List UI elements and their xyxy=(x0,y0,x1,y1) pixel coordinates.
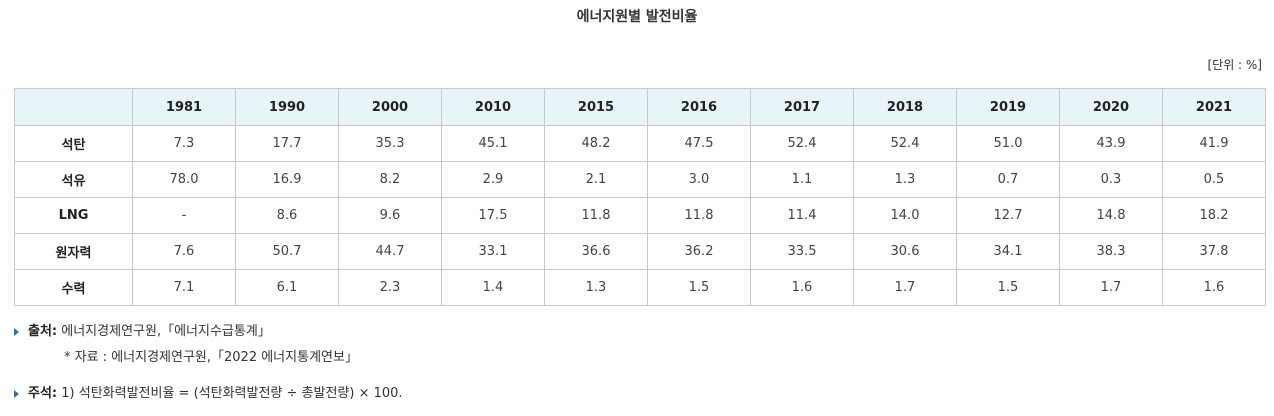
table-cell: 78.0 xyxy=(132,161,236,198)
table-cell: 34.1 xyxy=(956,233,1060,270)
table-cell: 45.1 xyxy=(441,125,545,162)
table-cell: 1.7 xyxy=(853,269,957,306)
table-cell: 1.1 xyxy=(750,161,854,198)
table-cell: 12.7 xyxy=(956,197,1060,234)
header-year-cell: 1990 xyxy=(235,88,339,126)
table-cell: 7.6 xyxy=(132,233,236,270)
table-cell: 36.2 xyxy=(647,233,751,270)
row-label-cell: 석유 xyxy=(14,161,133,198)
table-cell: 3.0 xyxy=(647,161,751,198)
table-header: 1981 1990 2000 2010 2015 2016 2017 2018 2019 2020… xyxy=(14,88,1266,126)
table-cell: 16.9 xyxy=(235,161,339,198)
table-cell: 7.1 xyxy=(132,269,236,306)
table-cell: 11.8 xyxy=(544,197,648,234)
table-cell: 6.1 xyxy=(235,269,339,306)
table-cell: 2.1 xyxy=(544,161,648,198)
table-cell: - xyxy=(132,197,236,234)
table-cell: 18.2 xyxy=(1162,197,1266,234)
table-cell: 35.3 xyxy=(338,125,442,162)
table-cell: 52.4 xyxy=(750,125,854,162)
table-cell: 33.1 xyxy=(441,233,545,270)
header-year-cell: 2015 xyxy=(544,88,648,126)
source-label: 출처: xyxy=(28,324,58,339)
table-cell: 52.4 xyxy=(853,125,957,162)
table-cell: 50.7 xyxy=(235,233,339,270)
row-label-cell: 수력 xyxy=(14,269,133,306)
header-year-cell: 2000 xyxy=(338,88,442,126)
table-cell: 11.8 xyxy=(647,197,751,234)
header-year-cell: 2010 xyxy=(441,88,545,126)
table-cell: 41.9 xyxy=(1162,125,1266,162)
remark-label: 주석: xyxy=(28,386,58,401)
notes-section: 출처: 에너지경제연구원,「에너지수급통계」 * 자료 : 에너지경제연구원,「… xyxy=(14,322,1254,404)
table-cell: 0.7 xyxy=(956,161,1060,198)
header-year-cell: 2016 xyxy=(647,88,751,126)
header-year-cell: 1981 xyxy=(132,88,236,126)
table-cell: 0.5 xyxy=(1162,161,1266,198)
unit-label: [단위 : %] xyxy=(1207,58,1262,72)
source-text: 에너지경제연구원,「에너지수급통계」 xyxy=(61,324,271,339)
table-cell: 14.8 xyxy=(1059,197,1163,234)
table-cell: 44.7 xyxy=(338,233,442,270)
remark-text: 1) 석탄화력발전비율 = (석탄화력발전량 ÷ 총발전량) × 100. xyxy=(61,386,403,401)
table-row: 석탄 7.3 17.7 35.3 45.1 48.2 47.5 52.4 52.4 51.0 43.… xyxy=(14,125,1266,162)
table-cell: 43.9 xyxy=(1059,125,1163,162)
table-cell: 0.3 xyxy=(1059,161,1163,198)
table-cell: 36.6 xyxy=(544,233,648,270)
table-body: 석탄 7.3 17.7 35.3 45.1 48.2 47.5 52.4 52.4 51.0 43.… xyxy=(14,125,1266,306)
header-year-cell: 2018 xyxy=(853,88,957,126)
table-cell: 2.9 xyxy=(441,161,545,198)
header-row: 1981 1990 2000 2010 2015 2016 2017 2018 2019 2020… xyxy=(14,88,1266,126)
header-year-cell: 2019 xyxy=(956,88,1060,126)
table-cell: 2.3 xyxy=(338,269,442,306)
table-cell: 1.5 xyxy=(647,269,751,306)
table-cell: 30.6 xyxy=(853,233,957,270)
row-label-cell: 원자력 xyxy=(14,233,133,270)
bullet-icon xyxy=(14,328,19,336)
table-cell: 48.2 xyxy=(544,125,648,162)
table-cell: 11.4 xyxy=(750,197,854,234)
table-row: LNG -8.6 9.6 17.5 11.8 11.8 11.4 14.0 12.7 14.8 18… xyxy=(14,197,1266,234)
table-cell: 8.2 xyxy=(338,161,442,198)
table-row: 석유 78.0 16.9 8.2 2.9 2.1 3.0 1.1 1.3 0.7 0.3 0.5 xyxy=(14,161,1266,198)
table-cell: 51.0 xyxy=(956,125,1060,162)
source-sub-note: * 자료 : 에너지경제연구원,「2022 에너지통계연보」 xyxy=(64,350,358,365)
table-row: 원자력 7.6 50.7 44.7 33.1 36.6 36.2 33.5 30.6 34.1 38… xyxy=(14,233,1266,270)
table-cell: 1.7 xyxy=(1059,269,1163,306)
page-title: 에너지원별 발전비율 xyxy=(576,9,698,25)
table-cell: 17.7 xyxy=(235,125,339,162)
header-corner-cell xyxy=(14,88,133,126)
table-cell: 1.3 xyxy=(544,269,648,306)
table-cell: 1.5 xyxy=(956,269,1060,306)
table-cell: 17.5 xyxy=(441,197,545,234)
source-note: 출처: 에너지경제연구원,「에너지수급통계」 xyxy=(14,322,1254,342)
table-cell: 1.3 xyxy=(853,161,957,198)
table-cell: 7.3 xyxy=(132,125,236,162)
bullet-icon xyxy=(14,390,19,398)
header-year-cell: 2020 xyxy=(1059,88,1163,126)
header-year-cell: 2021 xyxy=(1162,88,1266,126)
table-cell: 38.3 xyxy=(1059,233,1163,270)
remark-note: 주석: 1) 석탄화력발전비율 = (석탄화력발전량 ÷ 총발전량) × 100… xyxy=(14,384,1254,404)
table-cell: 1.4 xyxy=(441,269,545,306)
table-cell: 1.6 xyxy=(750,269,854,306)
table-cell: 1.6 xyxy=(1162,269,1266,306)
table-cell: 14.0 xyxy=(853,197,957,234)
table-row: 수력 7.1 6.1 2.3 1.4 1.3 1.5 1.6 1.7 1.5 1.7 1.6 xyxy=(14,269,1266,306)
table-cell: 8.6 xyxy=(235,197,339,234)
row-label-cell: 석탄 xyxy=(14,125,133,162)
row-label-cell: LNG xyxy=(14,197,133,234)
data-table: 1981 1990 2000 2010 2015 2016 2017 2018 2019 2020… xyxy=(14,88,1266,306)
table-cell: 37.8 xyxy=(1162,233,1266,270)
table-cell: 47.5 xyxy=(647,125,751,162)
table-cell: 33.5 xyxy=(750,233,854,270)
header-year-cell: 2017 xyxy=(750,88,854,126)
table-cell: 9.6 xyxy=(338,197,442,234)
